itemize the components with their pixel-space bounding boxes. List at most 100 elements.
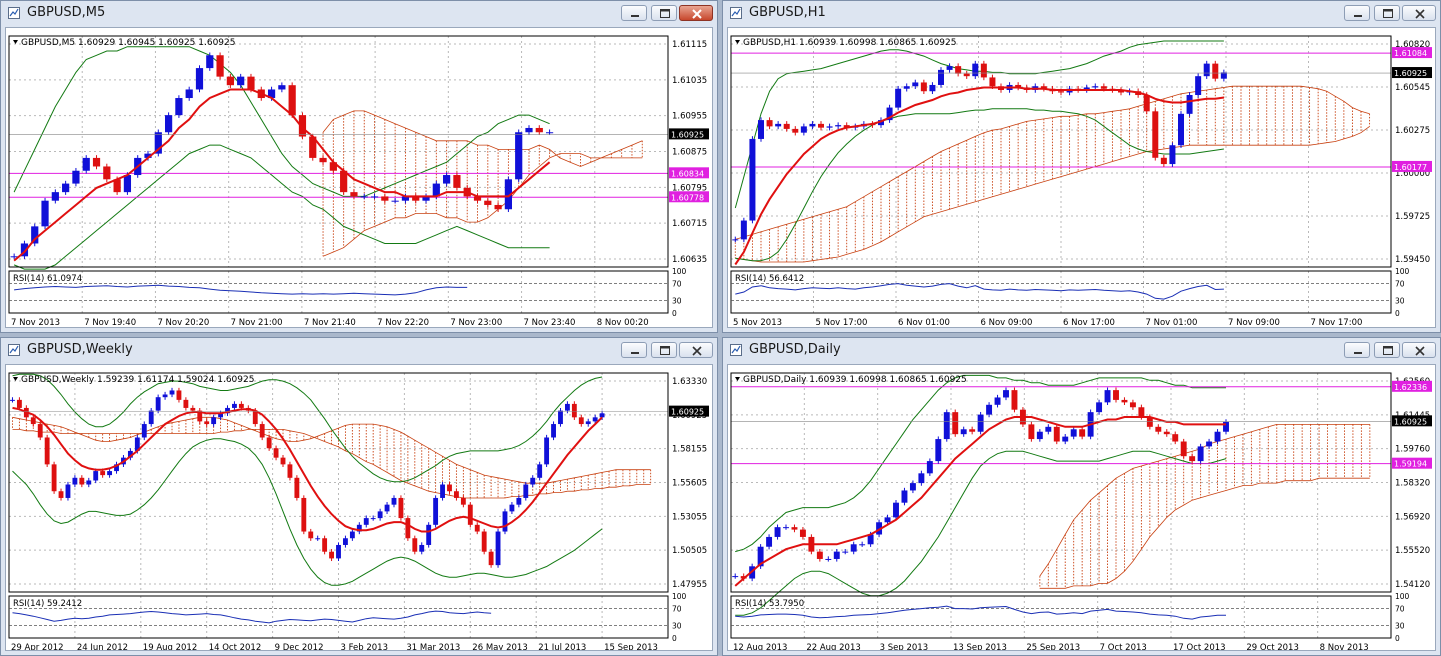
candle-body-bull: [909, 483, 916, 491]
last-price-label: 1.60925: [1394, 69, 1427, 78]
moving-average-line: [734, 86, 1225, 266]
level-label-bg: [669, 167, 709, 179]
candle-body-bear: [100, 471, 106, 476]
candle-body-bull: [232, 403, 237, 408]
candle-body-bull: [800, 126, 807, 133]
maximize-button[interactable]: [651, 5, 677, 21]
window-title: GBPUSD,H1: [749, 5, 826, 20]
close-button[interactable]: [679, 5, 713, 21]
candle-body-bull: [599, 413, 605, 418]
rsi-scale-label: 30: [1395, 296, 1405, 305]
rsi-line: [735, 283, 1224, 300]
price-axis-label: 1.60820: [1395, 40, 1430, 50]
candle-body-bull: [835, 125, 842, 127]
chart-window-daily[interactable]: GBPUSD,Daily 1.625601.614451.597601.5832…: [722, 337, 1441, 656]
price-chart[interactable]: 1.63330 1.60925 1.58155 1.55605 1.53055 1.505…: [6, 365, 712, 651]
price-chart[interactable]: 1.611151.610351.609551.608751.607951.607…: [6, 28, 712, 328]
window-titlebar[interactable]: GBPUSD,Daily: [723, 338, 1440, 364]
candle-body-bull: [1206, 441, 1213, 447]
candle-body-bull: [558, 410, 563, 425]
candle-body-bull: [977, 414, 984, 432]
chart-area[interactable]: 1.61115 1.61035 1.60955 1.60875 1.60795 1.607…: [5, 27, 713, 328]
candle-body-bull: [504, 179, 513, 210]
candle-body-bull: [20, 243, 29, 257]
candle-body-bear: [1160, 157, 1167, 165]
maximize-button[interactable]: [1374, 342, 1400, 358]
price-axis-label: 1.60000: [1395, 169, 1430, 179]
time-axis-label: 29 Oct 2013: [1246, 643, 1299, 651]
candle-body-bear: [481, 531, 487, 552]
minimize-button[interactable]: [1344, 342, 1370, 358]
bollinger-upper-line: [13, 46, 550, 197]
candle-body-bull: [419, 544, 425, 552]
rsi-scale-label: 30: [1395, 621, 1405, 630]
close-button[interactable]: [1402, 342, 1436, 358]
candle-body-bull: [175, 98, 183, 116]
last-price-label: 1.60925: [671, 130, 704, 139]
dropdown-triangle-icon: [735, 377, 740, 381]
price-chart[interactable]: 1.60820 1.60545 1.60275 1.60000 1.59725 1.594…: [728, 28, 1435, 328]
time-axis-label: 6 Nov 01:00: [898, 318, 950, 328]
candle-body-bull: [267, 89, 276, 99]
candle-body-bull: [218, 413, 224, 418]
minimize-button[interactable]: [1344, 5, 1370, 21]
time-axis-label: 6 Nov 17:00: [1063, 318, 1115, 328]
chart-window-icon: [8, 7, 20, 19]
maximize-button[interactable]: [1374, 5, 1400, 21]
time-axis-label: 7 Nov 21:00: [231, 318, 283, 328]
rsi-scale-label: 70: [1395, 280, 1405, 289]
chart-area[interactable]: 1.63330 1.60925 1.58155 1.55605 1.53055 1.505…: [5, 364, 713, 651]
chart-area[interactable]: 1.625601.614451.597601.583201.569201.555…: [727, 364, 1436, 651]
candle-body-bull: [960, 429, 967, 435]
candle-body-bear: [92, 157, 101, 167]
candle-body-bear: [405, 518, 411, 539]
time-axis-label: 7 Nov 17:00: [1311, 318, 1363, 328]
time-axis-label: 15 Sep 2013: [604, 643, 658, 651]
time-axis-label: 14 Oct 2012: [209, 643, 262, 651]
maximize-button[interactable]: [651, 342, 677, 358]
candle-body-bull: [867, 534, 874, 545]
candle-body-bear: [37, 424, 43, 438]
candle-body-bull: [783, 527, 789, 529]
candle-body-bull: [422, 196, 430, 201]
bollinger-lower-line: [12, 438, 603, 586]
candle-body-bear: [473, 196, 482, 201]
minimize-button[interactable]: [621, 5, 647, 21]
price-chart[interactable]: 1.625601.614451.597601.583201.569201.555…: [728, 365, 1435, 651]
price-axis-label: 1.58320: [1395, 479, 1430, 489]
window-titlebar[interactable]: GBPUSD,H1: [723, 1, 1440, 27]
window-titlebar[interactable]: GBPUSD,M5: [1, 1, 717, 27]
candle-body-bull: [758, 120, 764, 139]
candle-body-bull: [384, 504, 390, 512]
candle-body-bear: [176, 390, 182, 400]
chart-window-m5[interactable]: GBPUSD,M5 1.61115 1.61035 1.60955 1.60875 1.…: [0, 0, 718, 333]
window-titlebar[interactable]: GBPUSD,Weekly: [1, 338, 717, 364]
close-button[interactable]: [679, 342, 713, 358]
candle-body-bull: [757, 546, 764, 567]
candle-body-bear: [259, 424, 265, 438]
chart-window-weekly[interactable]: GBPUSD,Weekly 1.63330 1.60925 1.58155 1.556…: [0, 337, 718, 656]
candle-body-bear: [791, 527, 798, 530]
chart-window-h1[interactable]: GBPUSD,H1 1.60820 1.60545 1.60275 1.60000 1.…: [722, 0, 1441, 333]
candle-body-bear: [308, 531, 314, 539]
candle-body-bull: [1169, 145, 1176, 165]
time-axis-label: 7 Oct 2013: [1100, 643, 1147, 651]
candle-body-bull: [943, 412, 950, 440]
minimize-button[interactable]: [621, 342, 647, 358]
candle-body-bull: [926, 461, 933, 474]
candle-body-bear: [1058, 91, 1064, 93]
level-label: 1.59194: [1394, 460, 1427, 469]
dropdown-triangle-icon: [13, 377, 18, 381]
candle-body-bull: [31, 226, 39, 244]
close-button[interactable]: [1402, 5, 1436, 21]
rsi-scale-label: 30: [672, 621, 682, 630]
time-axis-label: 7 Nov 23:00: [450, 318, 502, 328]
candle-body-bull: [732, 239, 739, 241]
candle-body-bear: [1143, 95, 1150, 112]
candle-body-bull: [912, 82, 919, 87]
candle-body-bear: [963, 73, 970, 77]
chart-area[interactable]: 1.60820 1.60545 1.60275 1.60000 1.59725 1.594…: [727, 27, 1436, 328]
last-price-label-bg: [669, 128, 709, 140]
candle-body-bull: [544, 437, 550, 465]
candle-body-bear: [1146, 417, 1153, 427]
